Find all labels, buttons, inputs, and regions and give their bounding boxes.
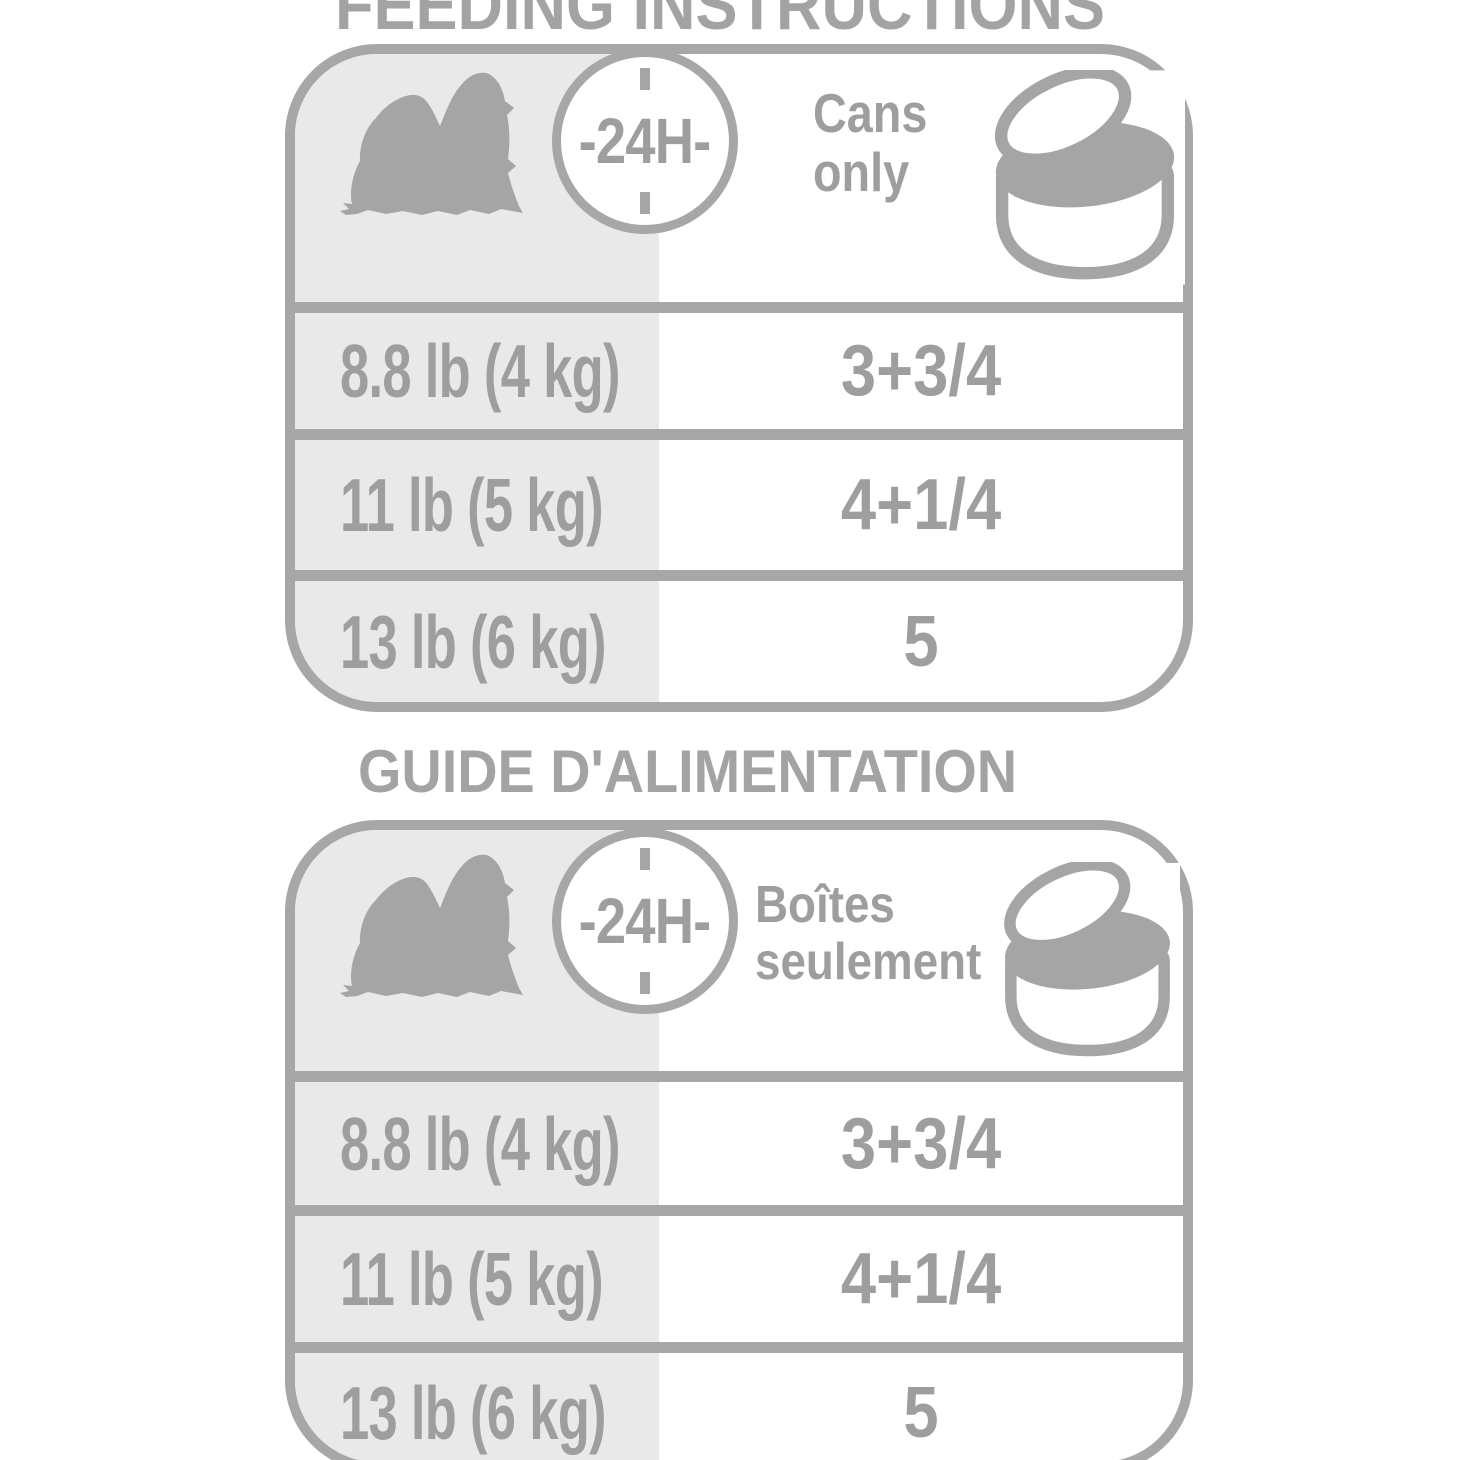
shih-tzu-dog-icon bbox=[340, 854, 523, 997]
row-divider bbox=[295, 570, 1183, 581]
clock-tick-top bbox=[640, 68, 650, 90]
24h-clock-icon: -24H- bbox=[552, 828, 738, 1014]
weight-cell: 13 lb (6 kg) bbox=[340, 599, 607, 684]
weight-cell: 13 lb (6 kg) bbox=[340, 1370, 607, 1455]
amount-cell: 3+3/4 bbox=[840, 1103, 1002, 1184]
table-row: 11 lb (5 kg) 4+1/4 bbox=[295, 1216, 1183, 1342]
shih-tzu-dog-icon bbox=[340, 72, 523, 215]
guide-alimentation-title: GUIDE D'ALIMENTATION bbox=[358, 738, 1018, 805]
table-row: 8.8 lb (4 kg) 3+3/4 bbox=[295, 313, 1183, 429]
amount-cell: 4+1/4 bbox=[840, 465, 1002, 545]
table-row: 13 lb (6 kg) 5 bbox=[295, 581, 1183, 702]
weight-cell: 11 lb (5 kg) bbox=[340, 463, 604, 547]
row-divider bbox=[295, 1205, 1183, 1216]
weight-cell: 8.8 lb (4 kg) bbox=[340, 329, 620, 413]
row-divider bbox=[295, 429, 1183, 440]
amount-cell: 4+1/4 bbox=[840, 1239, 1002, 1319]
clock-tick-bottom bbox=[640, 972, 650, 994]
clock-tick-bottom bbox=[640, 192, 650, 214]
amount-cell: 5 bbox=[903, 601, 939, 682]
table-row: 8.8 lb (4 kg) 3+3/4 bbox=[295, 1082, 1183, 1205]
clock-tick-top bbox=[640, 848, 650, 870]
feeding-instructions-title: FEEDING INSTRUCTIONS bbox=[335, 0, 1106, 44]
serving-unit-label: Boîtes seulement bbox=[755, 876, 982, 991]
clock-label: -24H- bbox=[579, 105, 712, 177]
weight-cell: 8.8 lb (4 kg) bbox=[340, 1101, 620, 1186]
amount-cell: 3+3/4 bbox=[840, 331, 1002, 411]
weight-cell: 11 lb (5 kg) bbox=[340, 1237, 604, 1321]
table-row: 13 lb (6 kg) 5 bbox=[295, 1353, 1183, 1460]
header-divider bbox=[295, 1071, 1183, 1082]
open-can-icon bbox=[995, 862, 1180, 1062]
open-can-icon bbox=[985, 70, 1185, 285]
table-row: 11 lb (5 kg) 4+1/4 bbox=[295, 440, 1183, 570]
row-divider bbox=[295, 1342, 1183, 1353]
serving-unit-label: Cans only bbox=[813, 82, 928, 203]
clock-label: -24H- bbox=[579, 885, 712, 957]
header-divider bbox=[295, 302, 1183, 313]
amount-cell: 5 bbox=[903, 1372, 939, 1453]
24h-clock-icon: -24H- bbox=[552, 48, 738, 234]
